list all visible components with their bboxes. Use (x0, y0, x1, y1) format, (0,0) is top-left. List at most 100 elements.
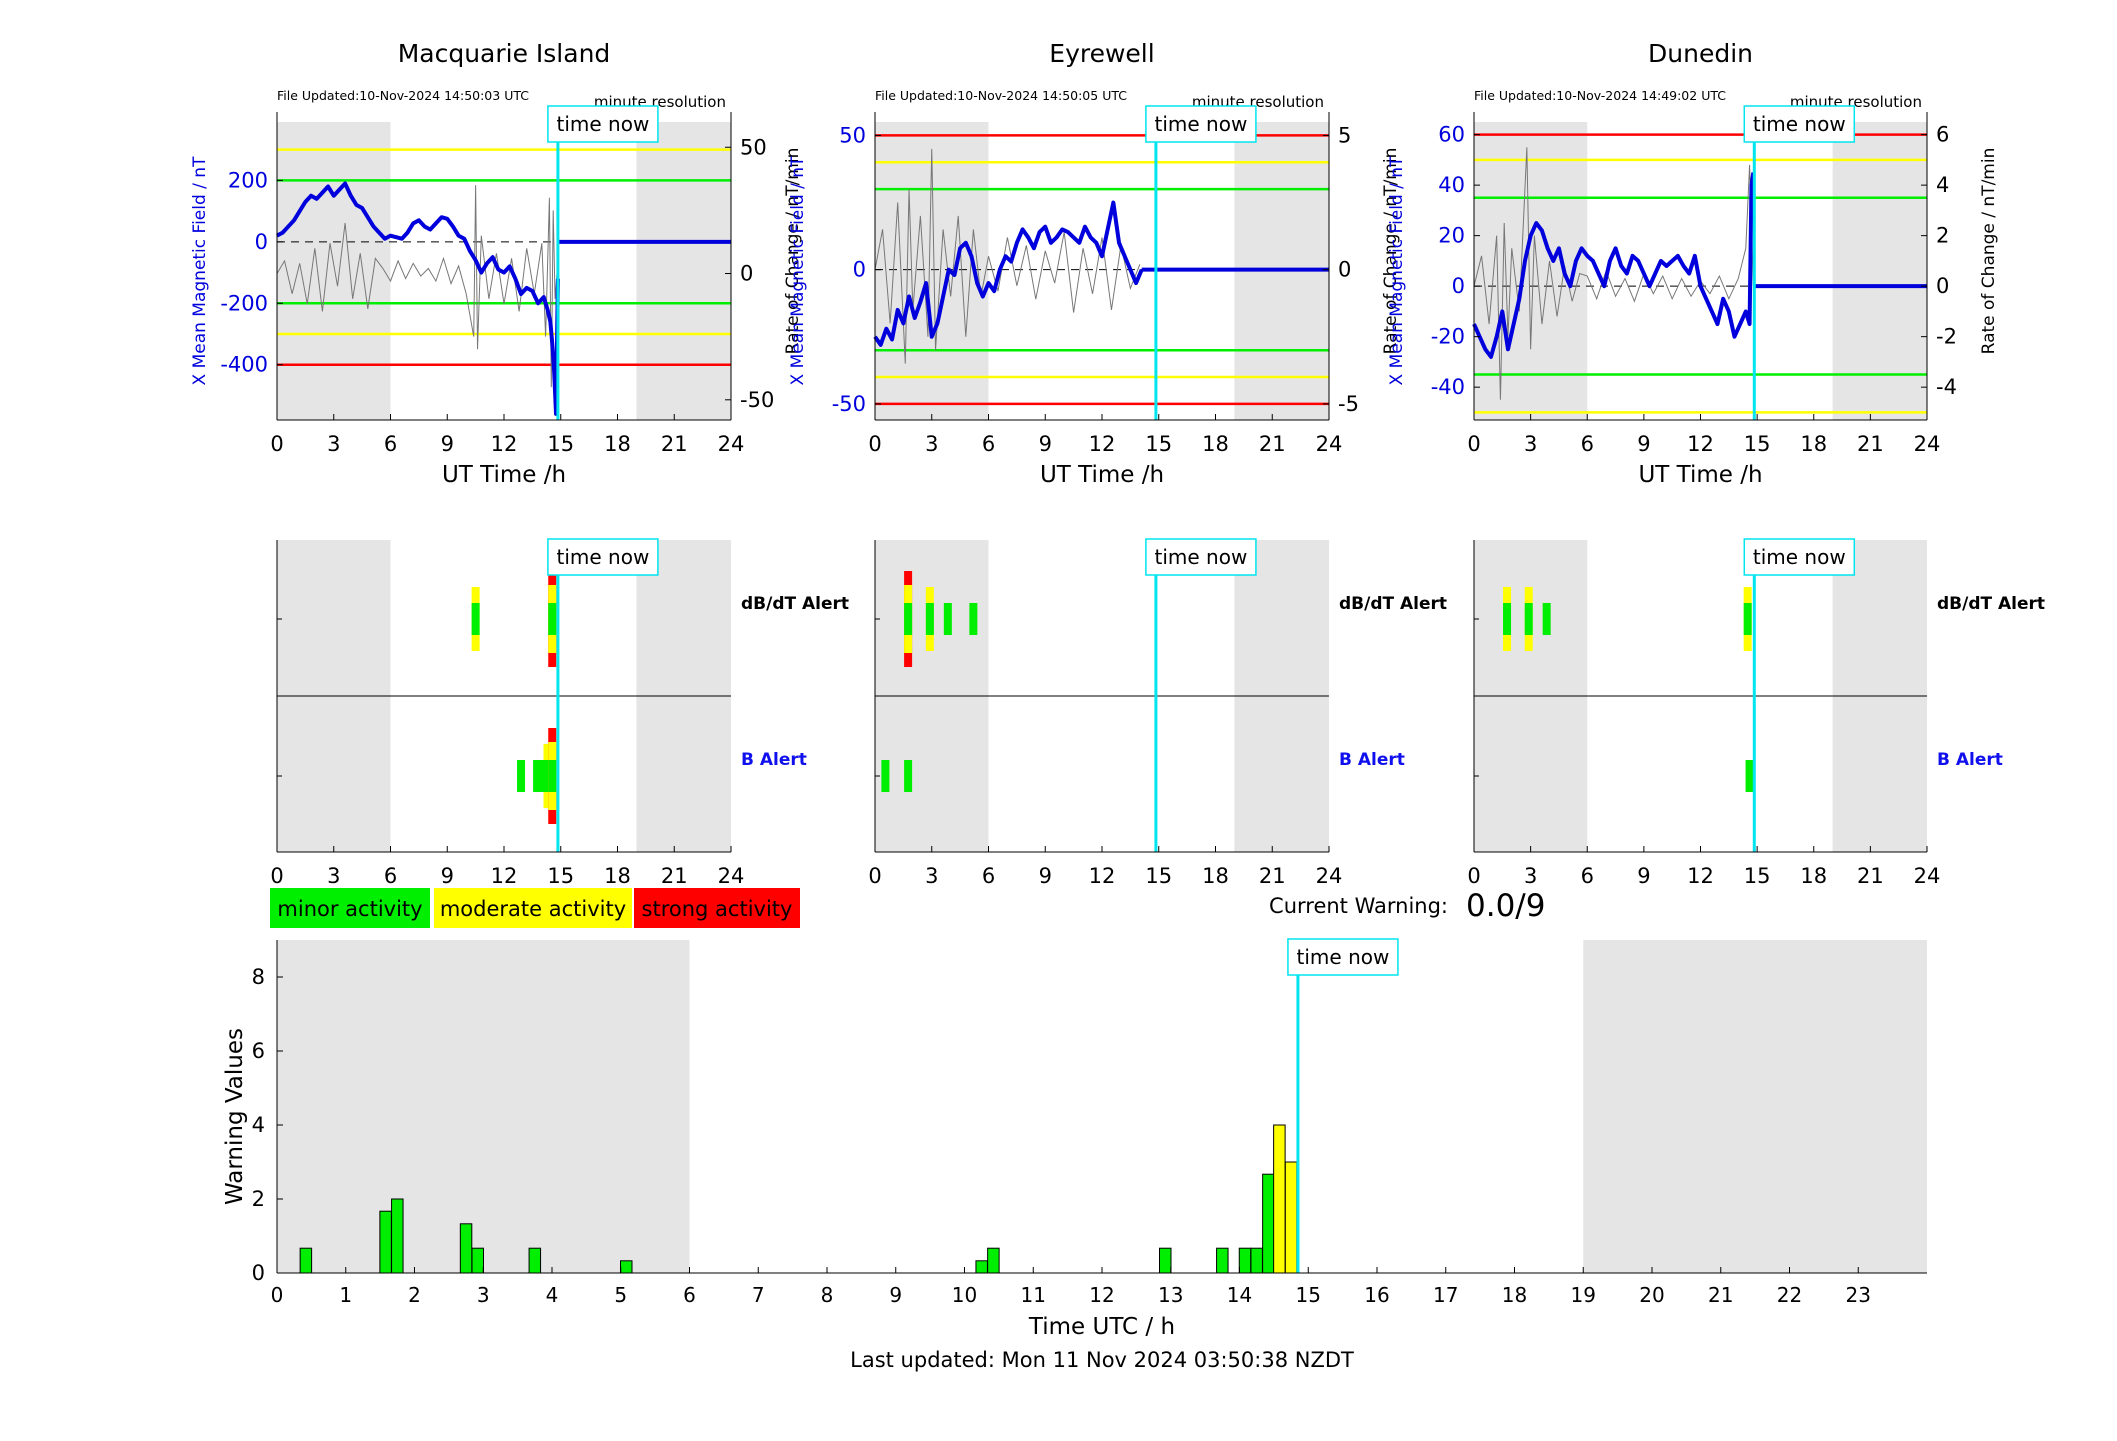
alert-mark-minor (925, 603, 934, 635)
alert-mark-minor (548, 760, 557, 792)
x-tick-label: 18 (1502, 1283, 1527, 1307)
time-now-label: time now (1297, 945, 1390, 969)
y-tick-label: 4 (252, 1113, 265, 1137)
x-tick-label: 0 (868, 432, 881, 456)
alert-mark-minor (1524, 603, 1533, 635)
file-updated-text: File Updated:10-Nov-2024 14:50:05 UTC (875, 88, 1127, 103)
y2-tick-label: 0 (740, 262, 753, 286)
x-tick-label: 12 (491, 864, 518, 888)
x-tick-label: 15 (1145, 864, 1172, 888)
current-warning-label: Current Warning: (1269, 894, 1448, 918)
y-axis-label: X Mean Magnetic Field / nT (190, 156, 210, 386)
warning-bar (987, 1247, 1000, 1274)
y2-axis-label: Rate of Change / nT/min (1381, 148, 1401, 355)
x-tick-label: 18 (604, 432, 631, 456)
y-tick-label: -400 (220, 353, 268, 377)
warning-bar (459, 1223, 473, 1274)
y-tick-label: 50 (839, 123, 866, 147)
x-tick-label: 12 (1089, 432, 1116, 456)
x-tick-label: 2 (408, 1283, 421, 1307)
field-line (276, 181, 560, 416)
warning-bar (620, 1260, 633, 1274)
warning-bar (528, 1247, 542, 1274)
x-tick-label: 15 (547, 432, 574, 456)
current-warning-value: 0.0/9 (1466, 888, 1545, 924)
x-tick-label: 12 (1089, 1283, 1114, 1307)
station-chart-2: Dunedin File Updated:10-Nov-2024 14:49:02… (1387, 39, 1999, 488)
alert-mark-minor (543, 760, 552, 792)
time-now-label: time now (1753, 545, 1846, 569)
x-tick-label: 9 (441, 432, 454, 456)
x-tick-label: 16 (1364, 1283, 1389, 1307)
x-tick-label: 21 (1708, 1283, 1733, 1307)
x-axis-label: UT Time /h (1638, 462, 1762, 488)
time-now-label: time now (557, 112, 650, 136)
y-tick-label: 0 (255, 230, 268, 254)
last-updated-text: Last updated: Mon 11 Nov 2024 03:50:38 N… (850, 1348, 1354, 1372)
x-tick-label: 22 (1777, 1283, 1802, 1307)
file-updated-text: File Updated:10-Nov-2024 14:49:02 UTC (1474, 88, 1726, 103)
field-line (1472, 172, 1756, 359)
y-tick-label: -50 (832, 392, 866, 416)
y-tick-label: 0 (853, 258, 866, 282)
x-tick-label: 3 (477, 1283, 490, 1307)
x-tick-label: 6 (384, 432, 397, 456)
dbdt-alert-label: dB/dT Alert (1937, 594, 2045, 614)
time-now-box (547, 105, 659, 143)
alert-mark-minor (517, 760, 526, 792)
warning-bar (1250, 1247, 1263, 1274)
x-tick-label: 11 (1021, 1283, 1046, 1307)
night-shade (1832, 122, 1927, 420)
x-tick-label: 0 (1467, 432, 1480, 456)
x-axis-label: UT Time /h (1040, 462, 1164, 488)
b-alert-label: B Alert (1339, 750, 1405, 770)
night-shade (636, 122, 731, 420)
x-tick-label: 21 (1259, 432, 1286, 456)
x-tick-label: 18 (604, 864, 631, 888)
alert-mark-minor (538, 760, 547, 792)
x-tick-label: 13 (1158, 1283, 1183, 1307)
y2-axis-label: Rate of Change / nT/min (783, 148, 803, 355)
x-tick-label: 21 (661, 432, 688, 456)
alert-mark-minor (881, 760, 890, 792)
night-shade (1583, 940, 1927, 1273)
field-line (873, 200, 1144, 347)
x-tick-label: 10 (952, 1283, 977, 1307)
alert-mark-minor (471, 603, 480, 635)
rate-of-change-line (276, 185, 558, 388)
station-title: Macquarie Island (398, 39, 611, 68)
y-axis-label: Warning Values (222, 1028, 248, 1205)
alert-mark-minor (904, 603, 913, 635)
x-tick-label: 18 (1202, 432, 1229, 456)
station-title: Dunedin (1648, 39, 1753, 68)
x-tick-label: 21 (1259, 864, 1286, 888)
legend-swatch-moderate (434, 888, 632, 928)
file-updated-text: File Updated:10-Nov-2024 14:50:03 UTC (277, 88, 529, 103)
x-tick-label: 24 (718, 432, 745, 456)
night-shade (277, 940, 690, 1273)
x-axis-label: Time UTC / h (1028, 1314, 1175, 1340)
y2-tick-label: 4 (1936, 173, 1949, 197)
warning-bar (379, 1210, 392, 1274)
alert-mark-minor (1743, 603, 1752, 635)
warning-bar (1273, 1124, 1286, 1274)
station-chart-0: Macquarie Island File Updated:10-Nov-2024… (190, 39, 803, 488)
x-tick-label: 15 (1744, 864, 1771, 888)
x-axis-label: UT Time /h (442, 462, 566, 488)
x-tick-label: 3 (925, 864, 938, 888)
alert-mark-minor (1745, 760, 1754, 792)
alert-mark-minor (904, 760, 913, 792)
warning-bar (975, 1260, 988, 1274)
rate-of-change-line (874, 148, 1141, 364)
alert-mark-minor (1503, 603, 1512, 635)
y2-tick-label: -2 (1936, 325, 1957, 349)
alert-chart-2: time now 0 3 6 9 12 15 18 21 24 dB/dT Alert B Alert (1467, 538, 2045, 888)
x-tick-label: 0 (868, 864, 881, 888)
warning-bar (299, 1247, 313, 1274)
x-tick-label: 12 (1687, 864, 1714, 888)
x-tick-label: 3 (327, 432, 340, 456)
time-now-box (1145, 105, 1257, 143)
legend-label-minor: minor activity (277, 897, 422, 921)
time-now-label: time now (1155, 112, 1248, 136)
x-tick-label: 3 (1524, 432, 1537, 456)
